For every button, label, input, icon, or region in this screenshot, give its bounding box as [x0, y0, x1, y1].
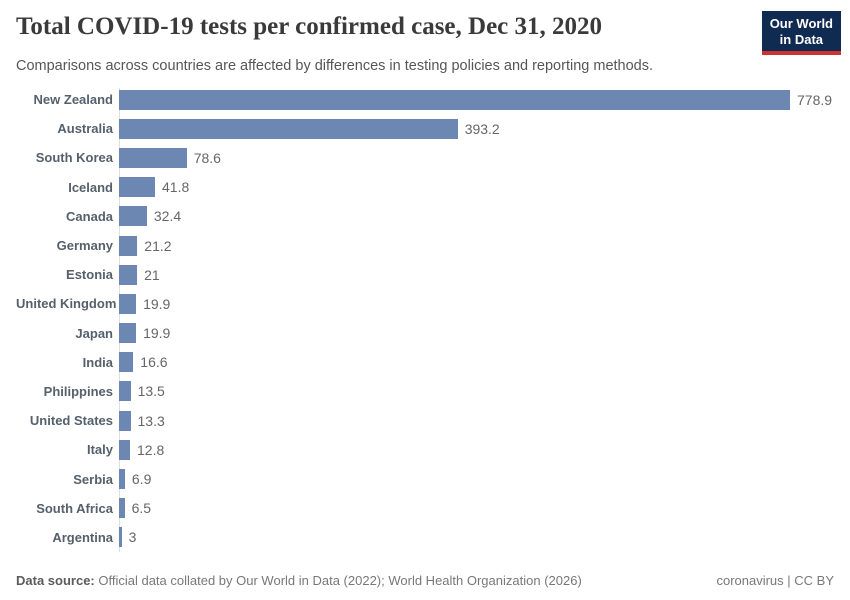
category-label: New Zealand [33, 92, 113, 108]
category-label: Iceland [68, 179, 113, 195]
chart-row: South Korea 78.6 [16, 143, 834, 172]
category-label: Australia [57, 121, 113, 137]
bar[interactable] [119, 264, 138, 285]
value-label: 12.8 [137, 441, 165, 458]
category-label: United States [29, 413, 113, 429]
bar[interactable] [119, 469, 125, 490]
chart-row: Japan 19.9 [16, 319, 834, 348]
bar[interactable] [119, 323, 137, 344]
category-label: Italy [86, 442, 113, 458]
chart-row: Estonia 21 [16, 260, 834, 289]
value-label: 393.2 [464, 120, 500, 137]
category-label: Estonia [66, 267, 113, 283]
bar[interactable] [119, 235, 138, 256]
value-label: 6.5 [131, 500, 152, 517]
chart-row: Italy 12.8 [16, 435, 834, 464]
data-source-note: Data source: Official data collated by O… [16, 573, 582, 588]
chart-footer: Data source: Official data collated by O… [16, 573, 834, 588]
value-label: 32.4 [153, 208, 182, 225]
chart-row: Serbia 6.9 [16, 464, 834, 493]
bar[interactable] [119, 118, 458, 139]
bar-chart: New Zealand 778.9 Australia 393.2 South Kore… [16, 85, 834, 552]
chart-row: India 16.6 [16, 348, 834, 377]
bar[interactable] [119, 439, 130, 460]
y-axis-line [119, 88, 120, 552]
bar[interactable] [119, 206, 147, 227]
category-label: South Korea [35, 150, 113, 166]
bar[interactable] [119, 527, 122, 548]
bar[interactable] [119, 410, 131, 431]
chart-row: United States 13.3 [16, 406, 834, 435]
bar[interactable] [119, 177, 155, 198]
value-label: 21 [144, 266, 160, 283]
chart-row: Philippines 13.5 [16, 377, 834, 406]
category-label: Japan [75, 325, 113, 341]
category-label: India [82, 354, 113, 370]
value-label: 41.8 [162, 179, 190, 196]
chart-row: Argentina 3 [16, 523, 834, 552]
value-label: 21.2 [144, 237, 172, 254]
category-label: Serbia [73, 471, 113, 487]
value-label: 16.6 [140, 354, 168, 371]
chart-subtitle: Comparisons across countries are affecte… [16, 58, 654, 74]
bar[interactable] [119, 352, 134, 373]
chart-row: Germany 21.2 [16, 231, 834, 260]
value-label: 6.9 [131, 471, 152, 488]
category-label: United Kingdom [16, 296, 117, 312]
data-source-text: Official data collated by Our World in D… [94, 573, 582, 588]
value-label: 19.9 [143, 325, 171, 342]
chart-rows: New Zealand 778.9 Australia 393.2 South Kore… [16, 85, 834, 552]
value-label: 778.9 [797, 91, 833, 108]
owid-logo-line2: in Data [779, 31, 824, 47]
chart-row: United Kingdom 19.9 [16, 289, 834, 318]
chart-row: Iceland 41.8 [16, 173, 834, 202]
bar[interactable] [119, 89, 790, 110]
value-label: 3 [128, 529, 137, 546]
chart-row: Canada 32.4 [16, 202, 834, 231]
chart-row: New Zealand 778.9 [16, 85, 834, 114]
category-label: Canada [66, 208, 113, 224]
category-label: South Africa [36, 500, 113, 516]
bar[interactable] [119, 293, 137, 314]
data-source-label: Data source: [16, 573, 95, 588]
bar[interactable] [119, 381, 131, 402]
owid-logo-line1: Our World [769, 16, 833, 31]
bar[interactable] [119, 498, 125, 519]
category-label: Philippines [43, 383, 113, 399]
page-title: Total COVID-19 tests per confirmed case,… [16, 13, 603, 40]
chart-row: South Africa 6.5 [16, 494, 834, 523]
category-label: Argentina [52, 529, 113, 545]
chart-row: Australia 393.2 [16, 114, 834, 143]
owid-logo[interactable]: Our World in Data [761, 11, 841, 56]
value-label: 13.3 [137, 412, 165, 429]
category-label: Germany [56, 238, 113, 254]
bar[interactable] [119, 147, 187, 168]
value-label: 78.6 [193, 149, 221, 166]
value-label: 13.5 [137, 383, 165, 400]
value-label: 19.9 [143, 295, 171, 312]
license-link[interactable]: coronavirus | CC BY [716, 573, 834, 588]
